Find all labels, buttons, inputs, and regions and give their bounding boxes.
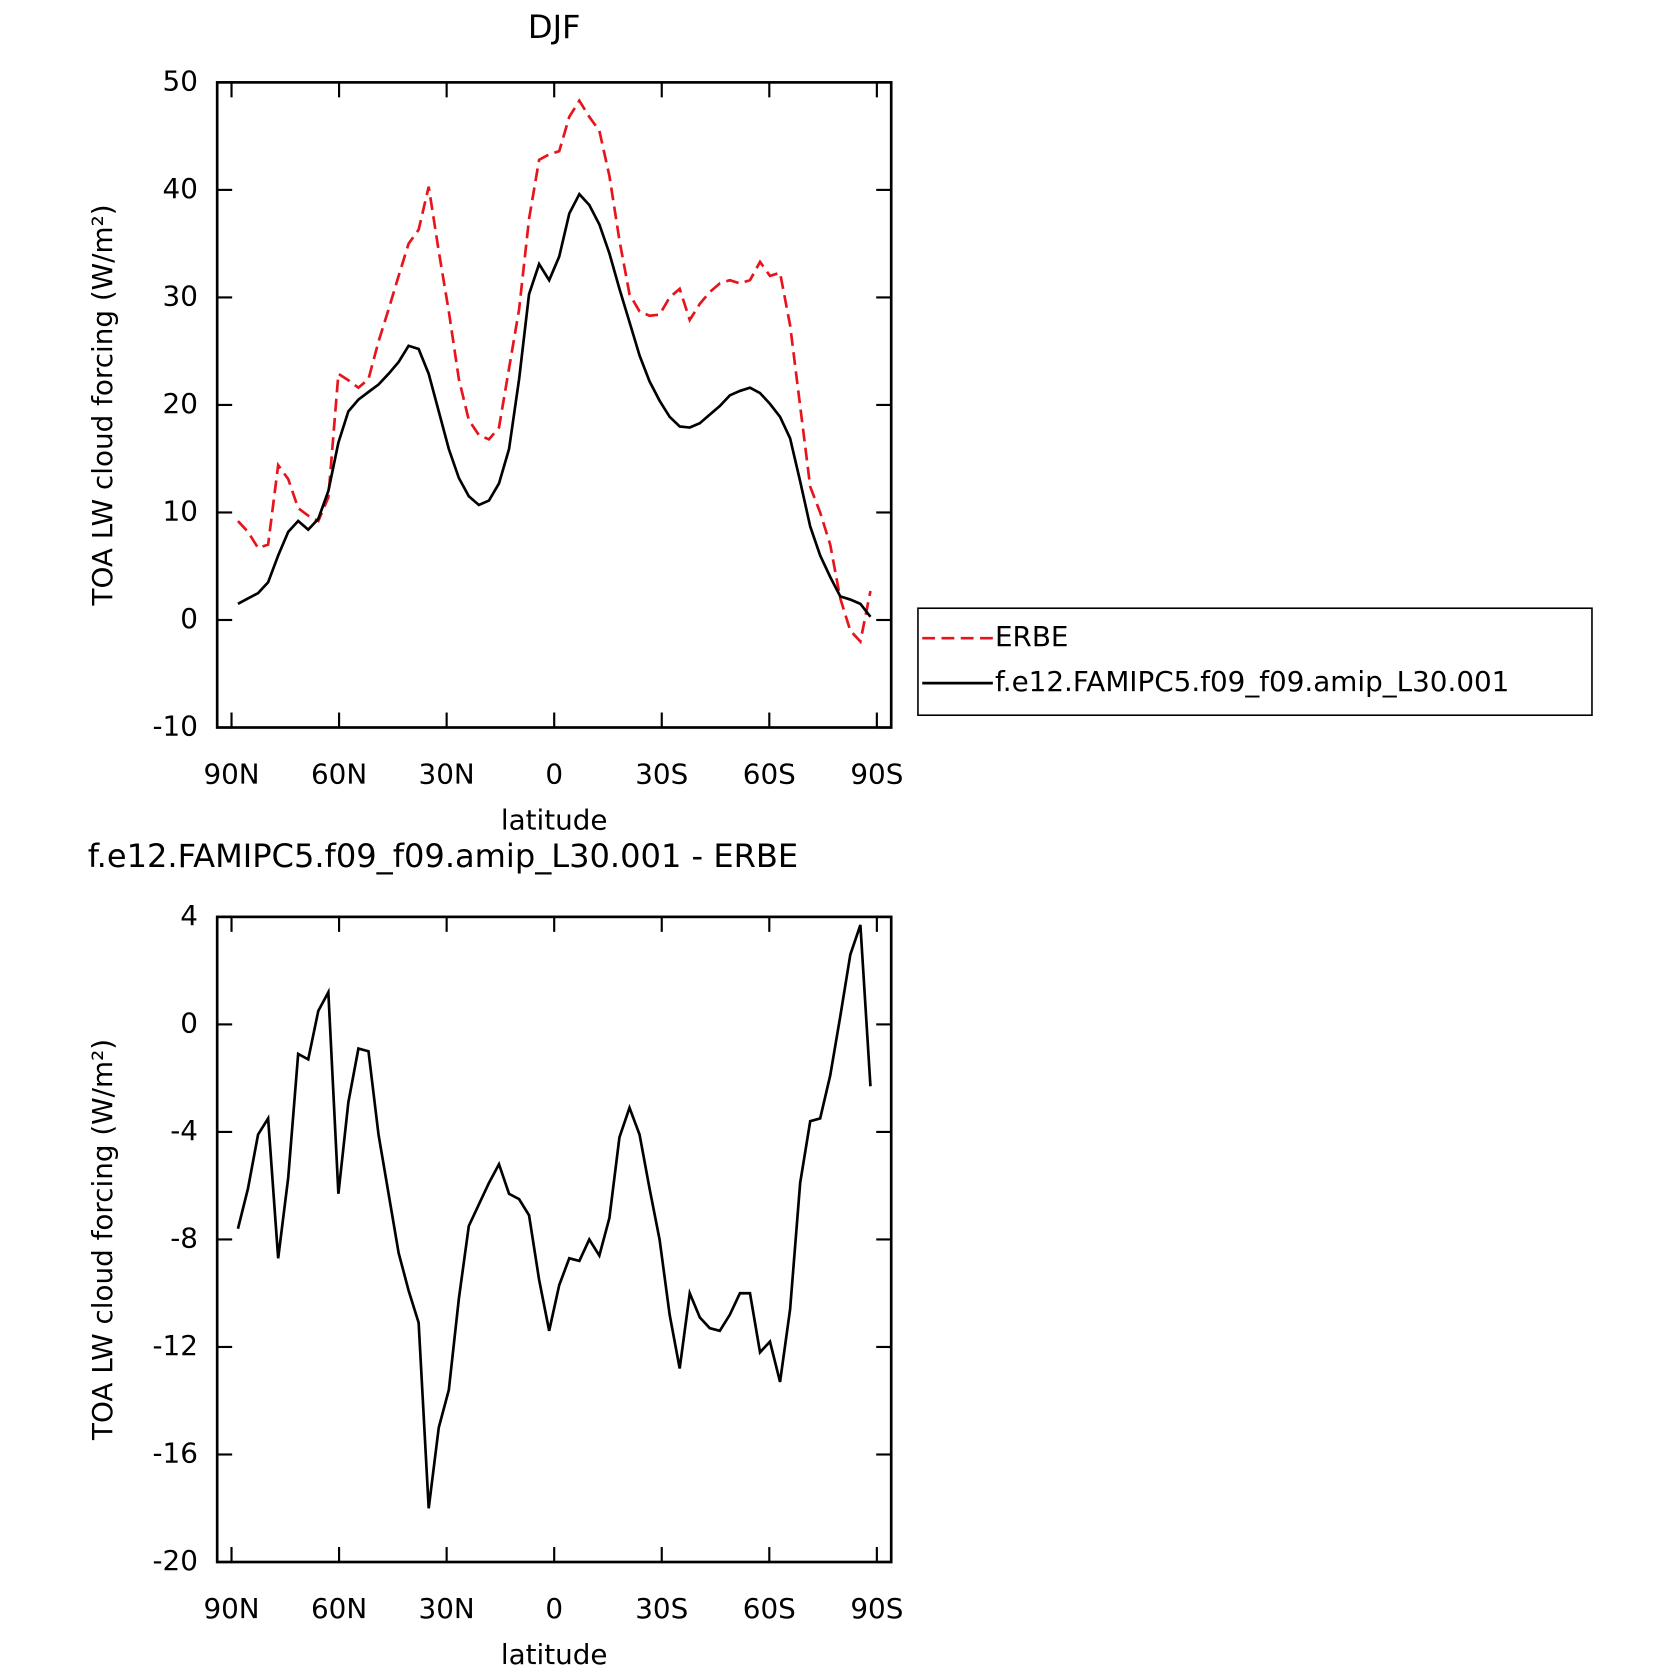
x-tick-label: 30S bbox=[635, 1592, 688, 1625]
y-axis-label: TOA LW cloud forcing (W/m²) bbox=[86, 204, 119, 606]
y-tick-label: 4 bbox=[180, 899, 198, 932]
x-tick-label: 90S bbox=[850, 1592, 903, 1625]
x-tick-label: 30N bbox=[419, 1592, 475, 1625]
x-tick-label: 90S bbox=[850, 758, 903, 791]
y-tick-label: 20 bbox=[163, 387, 198, 420]
x-tick-label: 90N bbox=[203, 758, 259, 791]
y-tick-label: -4 bbox=[170, 1114, 198, 1147]
y-tick-label: 50 bbox=[163, 64, 198, 97]
y-tick-label: -20 bbox=[153, 1544, 198, 1577]
x-tick-label: 0 bbox=[545, 758, 563, 791]
x-tick-label: 60N bbox=[311, 1592, 367, 1625]
y-tick-label: -16 bbox=[153, 1436, 198, 1469]
x-tick-label: 30S bbox=[635, 758, 688, 791]
y-tick-label: -8 bbox=[170, 1221, 198, 1254]
chart-title: DJF bbox=[528, 8, 581, 46]
data-line bbox=[236, 924, 872, 1509]
data-line bbox=[236, 98, 872, 645]
legend-box bbox=[917, 607, 1593, 717]
x-tick-label: 90N bbox=[203, 1592, 259, 1625]
legend-label: ERBE bbox=[995, 620, 1069, 653]
y-tick-label: -12 bbox=[153, 1329, 198, 1362]
y-axis-label: TOA LW cloud forcing (W/m²) bbox=[86, 1039, 119, 1441]
x-tick-label: 30N bbox=[419, 758, 475, 791]
x-tick-label: 60S bbox=[743, 758, 796, 791]
y-tick-label: 0 bbox=[180, 602, 198, 635]
y-tick-label: 10 bbox=[163, 494, 198, 527]
plot-frame bbox=[215, 81, 893, 729]
y-tick-label: 40 bbox=[163, 172, 198, 205]
x-tick-label: 60S bbox=[743, 1592, 796, 1625]
x-axis-label: latitude bbox=[501, 804, 608, 837]
y-tick-label: 30 bbox=[163, 279, 198, 312]
x-tick-label: 60N bbox=[311, 758, 367, 791]
x-tick-label: 0 bbox=[545, 1592, 563, 1625]
y-tick-label: -10 bbox=[153, 710, 198, 743]
chart-title: f.e12.FAMIPC5.f09_f09.amip_L30.001 - ERB… bbox=[88, 837, 798, 875]
legend-label: f.e12.FAMIPC5.f09_f09.amip_L30.001 bbox=[995, 665, 1509, 698]
data-line bbox=[237, 191, 872, 618]
x-axis-label: latitude bbox=[501, 1638, 608, 1669]
y-tick-label: 0 bbox=[180, 1006, 198, 1039]
